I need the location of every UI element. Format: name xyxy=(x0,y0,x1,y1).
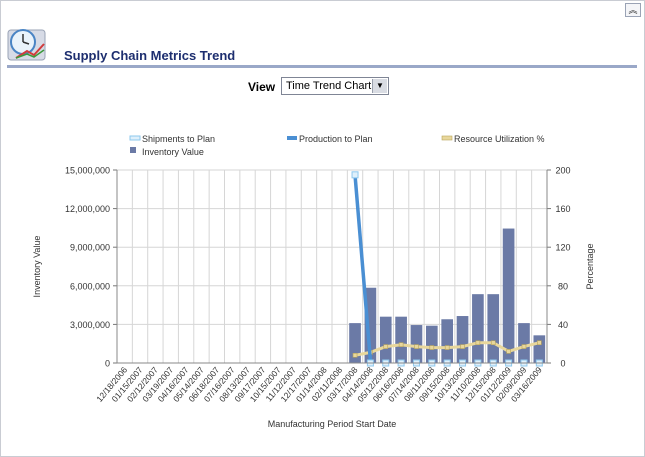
resource-utilization-point xyxy=(414,344,419,349)
inventory-bar xyxy=(472,294,484,363)
resource-utilization-point xyxy=(398,342,404,347)
inventory-bar xyxy=(349,323,361,363)
shipments-to-plan-point xyxy=(351,171,359,179)
y2-tick-label: 160 xyxy=(555,204,570,214)
y2-axis-title: Percentage xyxy=(585,243,595,289)
y-tick-label: 0 xyxy=(105,359,110,369)
inventory-bar xyxy=(395,316,407,363)
legend-label: Shipments to Plan xyxy=(142,134,215,144)
inventory-bar xyxy=(487,294,500,363)
page-title: Supply Chain Metrics Trend xyxy=(64,48,236,63)
legend-label: Production to Plan xyxy=(299,134,373,144)
y-tick-label: 6,000,000 xyxy=(70,281,110,291)
y2-tick-label: 120 xyxy=(555,243,570,253)
view-label: View xyxy=(248,80,276,94)
inventory-bar xyxy=(410,325,423,363)
legend-label: Inventory Value xyxy=(142,147,204,157)
resource-utilization-point xyxy=(460,344,465,349)
double-chevron-up-icon: ︽ xyxy=(628,5,638,15)
y-tick-label: 15,000,000 xyxy=(65,166,110,176)
y2-tick-label: 80 xyxy=(558,281,568,291)
inventory-bar xyxy=(364,287,377,363)
y2-tick-label: 0 xyxy=(560,359,565,369)
y-axis-title: Inventory Value xyxy=(32,236,42,298)
inventory-bar xyxy=(533,335,546,363)
resource-utilization-point xyxy=(537,340,542,346)
y-tick-label: 12,000,000 xyxy=(65,204,110,214)
legend-swatch-production xyxy=(287,136,297,140)
x-axis-title: Manufacturing Period Start Date xyxy=(268,419,397,429)
inventory-bar xyxy=(518,323,530,363)
resource-utilization-point xyxy=(444,345,450,350)
view-select-value: Time Trend Chart xyxy=(286,80,372,92)
inventory-bar xyxy=(379,316,392,363)
inventory-bar xyxy=(456,316,469,363)
view-select[interactable]: Time Trend Chart ▼ xyxy=(281,77,389,95)
inventory-bar xyxy=(441,319,454,363)
resource-utilization-point xyxy=(475,340,481,346)
legend-swatch-resource xyxy=(441,135,453,141)
resource-utilization-point xyxy=(429,345,435,350)
legend-swatch-inventory xyxy=(130,147,136,153)
collapse-button[interactable]: ︽ xyxy=(625,3,641,17)
y2-tick-label: 40 xyxy=(558,320,568,330)
production-to-plan-line xyxy=(353,174,373,361)
legend-swatch-shipments xyxy=(129,135,141,141)
resource-utilization-point xyxy=(383,344,389,349)
inventory-bars xyxy=(349,228,546,363)
chart-legend: Shipments to Plan Production to Plan Resou… xyxy=(129,134,545,157)
inventory-bar xyxy=(502,228,515,363)
y-tick-label: 9,000,000 xyxy=(70,243,110,253)
legend-label: Resource Utilization % xyxy=(454,134,545,144)
chart-axes xyxy=(113,169,551,364)
y-tick-label: 3,000,000 xyxy=(70,320,110,330)
title-divider xyxy=(7,65,637,68)
y2-tick-label: 200 xyxy=(555,166,570,176)
clock-chart-icon xyxy=(7,29,46,61)
chart-labels: 0 0 3,000,000 40 6,000,000 80 9,000,000 120 12,0… xyxy=(32,166,595,430)
resource-utilization-point xyxy=(352,352,358,358)
resource-utilization-point xyxy=(490,340,496,346)
resource-utilization-point xyxy=(506,349,511,354)
inventory-bar xyxy=(425,325,438,363)
chevron-down-icon[interactable]: ▼ xyxy=(372,79,387,93)
resource-utilization-point xyxy=(521,344,527,349)
chart-grid xyxy=(116,169,548,364)
